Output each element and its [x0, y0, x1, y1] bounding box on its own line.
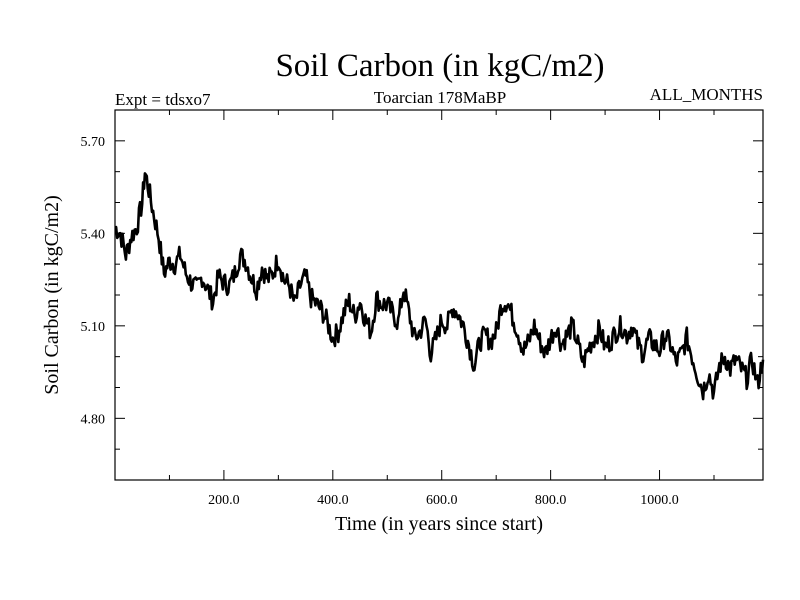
x-axis-label: Time (in years since start)	[335, 513, 543, 535]
y-axis-label: Soil Carbon (in kgC/m2)	[41, 195, 63, 394]
y-tick-label: 5.40	[81, 227, 106, 242]
axis-ticks	[115, 110, 763, 480]
period-label: Toarcian 178MaBP	[374, 88, 506, 107]
experiment-label: Expt = tdsxo7	[115, 90, 211, 109]
chart-title: Soil Carbon (in kgC/m2)	[275, 48, 604, 84]
x-tick-label: 400.0	[317, 493, 349, 508]
x-tick-label: 800.0	[535, 493, 567, 508]
y-tick-label: 5.70	[81, 135, 106, 150]
soil-carbon-line	[114, 172, 765, 401]
y-tick-label: 4.80	[81, 412, 106, 427]
x-tick-label: 1000.0	[640, 493, 679, 508]
x-tick-label: 600.0	[426, 493, 458, 508]
x-tick-labels: 200.0 400.0 600.0 800.0 1000.0	[208, 493, 679, 508]
months-label: ALL_MONTHS	[650, 85, 763, 104]
y-tick-labels: 4.80 5.10 5.40 5.70	[81, 135, 106, 428]
y-tick-label: 5.10	[81, 320, 106, 335]
x-tick-label: 200.0	[208, 493, 240, 508]
